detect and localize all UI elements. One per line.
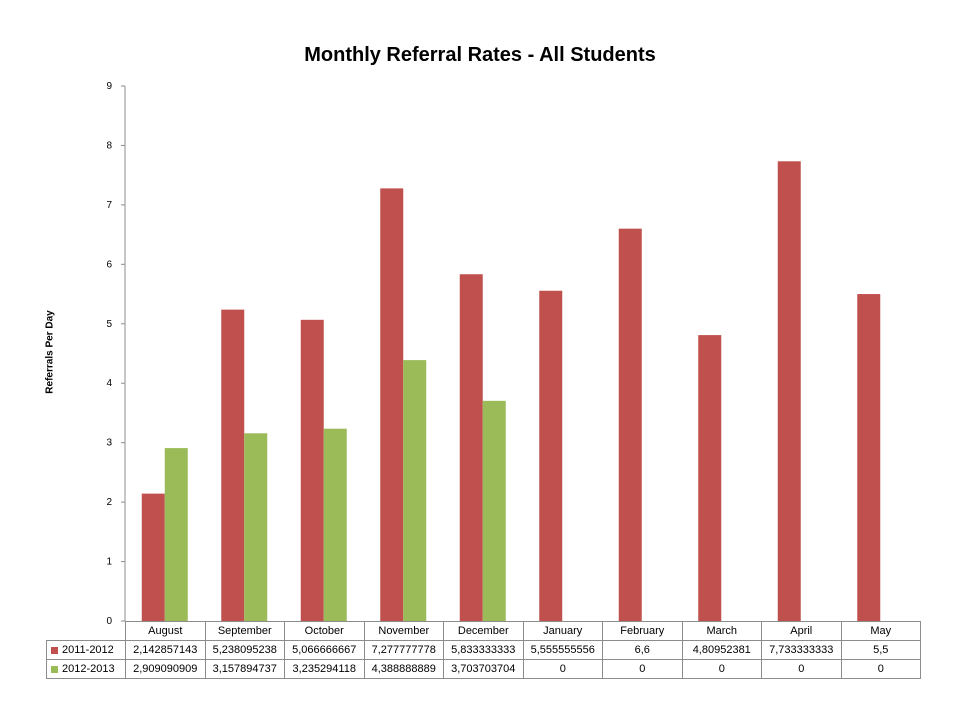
data-label: 5,555555556 [522, 640, 603, 660]
legend-label: 2011-2012 [62, 644, 114, 656]
data-label: 0 [522, 659, 603, 679]
data-label: 3,157894737 [204, 659, 285, 679]
bar-2011-2012-October [300, 319, 324, 621]
data-label: 2,142857143 [125, 640, 206, 660]
legend-label: 2012-2013 [62, 663, 115, 675]
bar-2012-2013-October [323, 428, 347, 621]
bar-2011-2012-February [618, 228, 642, 621]
bar-2011-2012-March [698, 335, 722, 621]
data-table-series-row: 2011-2012 2,142857143 5,238095238 5,0666666… [46, 640, 921, 660]
data-label: 0 [602, 659, 683, 679]
data-label: 4,388888889 [363, 659, 444, 679]
data-label: 5,238095238 [204, 640, 285, 660]
data-label: 2,909090909 [125, 659, 206, 679]
data-label: 5,833333333 [443, 640, 524, 660]
data-table: August September October November December Ja… [46, 621, 921, 679]
x-tick-label: February [602, 621, 683, 641]
data-label: 6,6 [602, 640, 683, 660]
legend-key-icon [51, 665, 58, 673]
data-label: 5,5 [840, 640, 921, 660]
data-label: 5,066666667 [284, 640, 365, 660]
y-tick-label: 4 [106, 378, 112, 389]
x-tick-label: May [840, 621, 921, 641]
bar-2011-2012-May [857, 294, 881, 621]
bar-2012-2013-November [403, 360, 427, 621]
x-tick-label: March [681, 621, 762, 641]
bar-2011-2012-August [141, 493, 165, 621]
data-label: 0 [761, 659, 842, 679]
x-tick-label: December [443, 621, 524, 641]
bar-2011-2012-December [459, 274, 483, 621]
y-tick-label: 7 [106, 200, 112, 211]
data-label: 0 [681, 659, 762, 679]
bar-2012-2013-September [244, 433, 268, 621]
data-table-category-row: August September October November December Ja… [46, 621, 921, 641]
data-label: 7,277777778 [363, 640, 444, 660]
y-tick-label: 2 [106, 497, 112, 508]
legend-entry: 2011-2012 [46, 640, 126, 660]
data-label: 0 [840, 659, 921, 679]
y-axis-label: Referrals Per Day [44, 310, 56, 394]
bar-2011-2012-September [221, 309, 245, 621]
y-tick-label: 6 [106, 259, 112, 270]
bar-2011-2012-April [777, 161, 801, 621]
y-tick-label: 8 [106, 140, 112, 151]
x-tick-label: September [204, 621, 285, 641]
bar-2011-2012-November [380, 188, 404, 622]
y-tick-label: 9 [106, 81, 112, 92]
bar-2012-2013-August [164, 448, 188, 621]
data-label: 3,703703704 [443, 659, 524, 679]
data-table-series-row: 2012-2013 2,909090909 3,157894737 3,2352941… [46, 659, 921, 679]
chart-title: Monthly Referral Rates - All Students [304, 44, 656, 66]
bar-2011-2012-January [539, 290, 563, 621]
x-tick-label: August [125, 621, 206, 641]
data-label: 7,733333333 [761, 640, 842, 660]
y-tick-label: 3 [106, 438, 112, 449]
x-tick-label: January [522, 621, 603, 641]
bar-2012-2013-December [482, 400, 506, 621]
x-tick-label: November [363, 621, 444, 641]
legend-entry: 2012-2013 [46, 659, 126, 679]
data-label: 4,80952381 [681, 640, 762, 660]
legend-key-icon [51, 646, 58, 654]
y-tick-label: 1 [106, 557, 112, 568]
y-tick-label: 5 [106, 319, 112, 330]
x-tick-label: April [761, 621, 842, 641]
x-tick-label: October [284, 621, 365, 641]
data-label: 3,235294118 [284, 659, 365, 679]
data-table-corner [46, 621, 126, 641]
